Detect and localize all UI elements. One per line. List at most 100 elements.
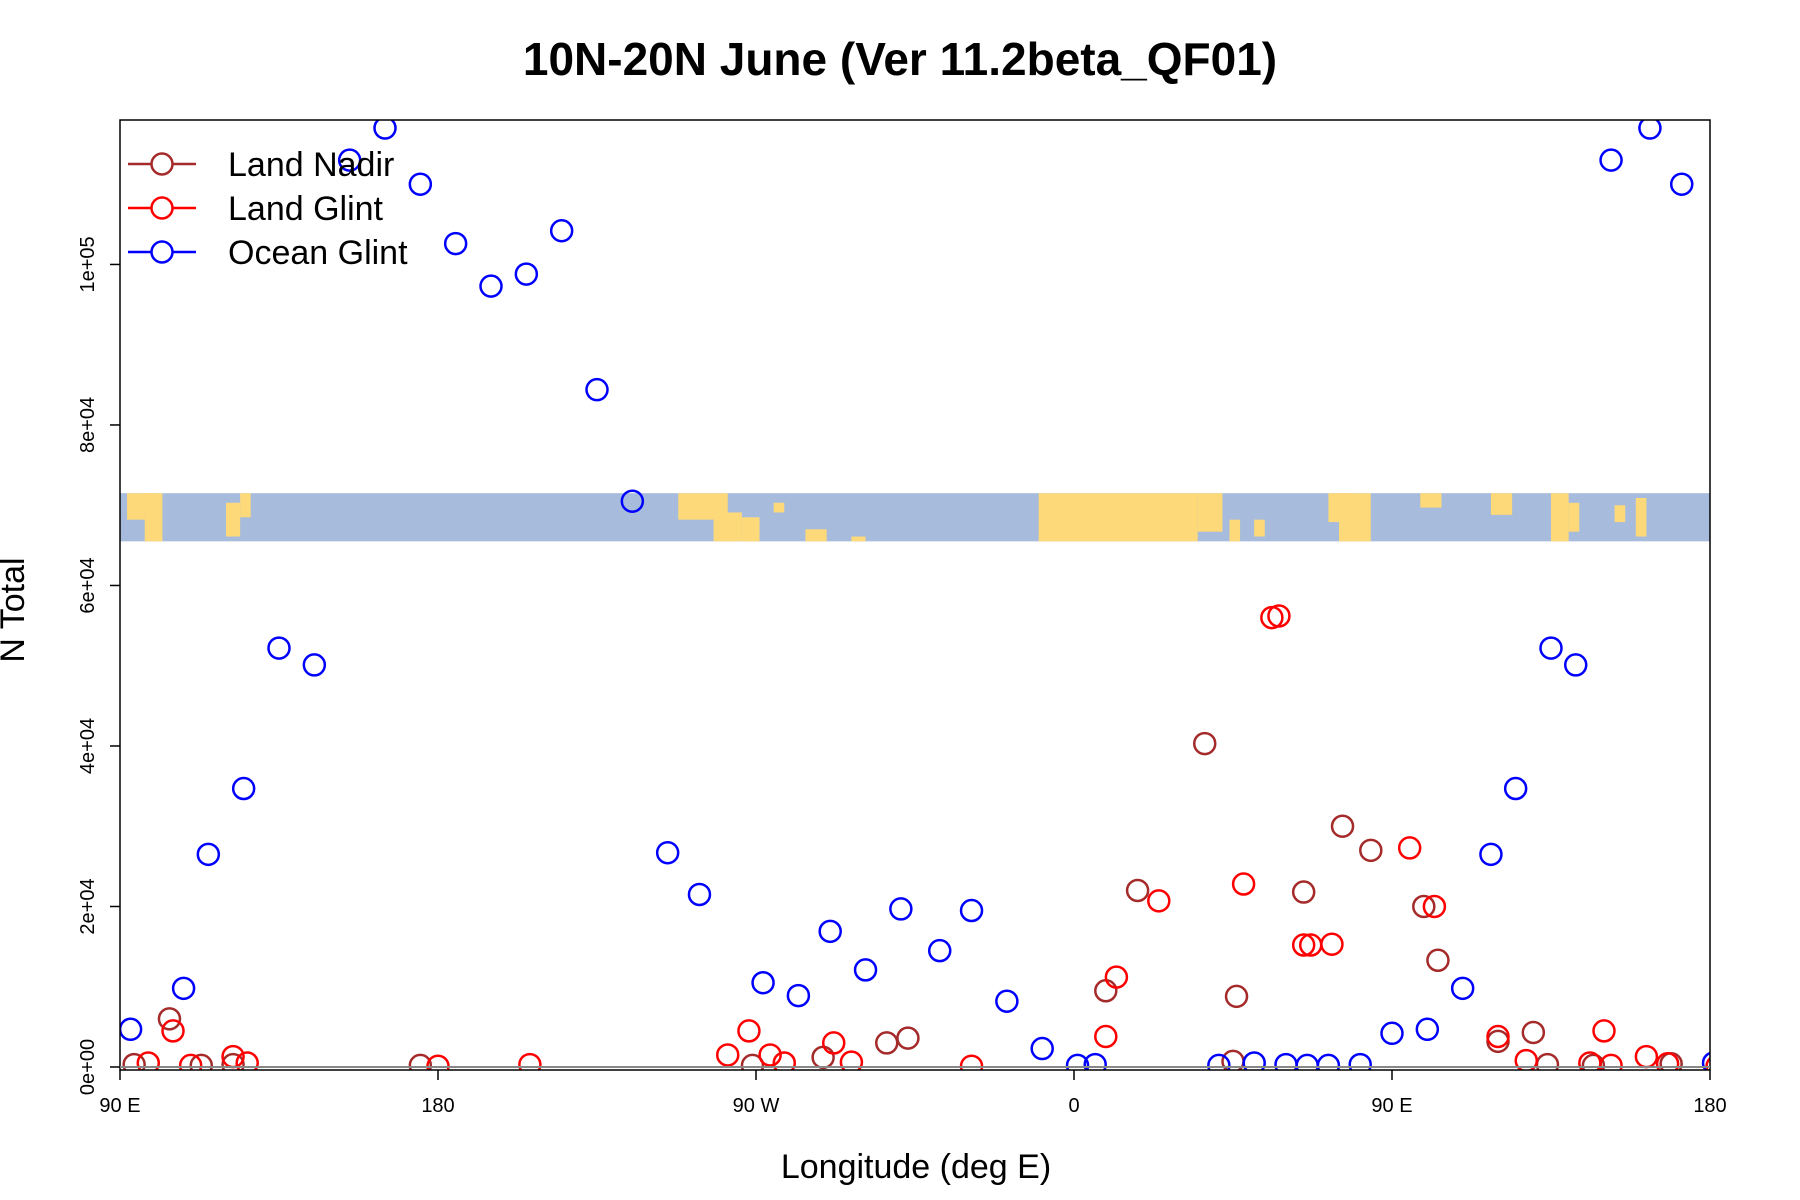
land-glint-point (161, 1019, 185, 1043)
land-glint-point (1514, 1048, 1539, 1070)
land-glint-point (1267, 604, 1291, 628)
map-ocean (120, 493, 1710, 542)
land-glint-point (1104, 965, 1129, 989)
land-glint-point (1147, 889, 1171, 913)
ocean-glint-point (196, 842, 221, 867)
land-nadir-point (896, 1026, 920, 1050)
x-tick-label: 180 (421, 1095, 454, 1117)
ocean-glint-point (927, 938, 952, 963)
land-nadir-point (157, 1007, 182, 1031)
land-nadir-legend-label: Land Nadir (228, 146, 394, 184)
land-glint-point (1397, 836, 1422, 860)
x-tick-label: 0 (1068, 1095, 1079, 1117)
ocean-glint-point (1295, 1053, 1319, 1070)
land-glint-point (1231, 872, 1256, 896)
map-land (741, 517, 760, 542)
ocean-glint-point (1380, 1021, 1404, 1046)
ocean-glint-point (1030, 1036, 1054, 1061)
land-glint-point (1599, 1053, 1623, 1070)
land-glint-point (772, 1051, 797, 1070)
land-nadir-point (811, 1045, 835, 1070)
ocean-glint-point (1348, 1052, 1372, 1070)
y-tick-label: 6e+04 (77, 557, 99, 613)
ocean-glint-point (1207, 1053, 1231, 1070)
ocean-glint-point (585, 377, 609, 402)
land-glint-point (737, 1019, 761, 1043)
x-axis-title: Longitude (deg E) (781, 1148, 1051, 1186)
land-glint-point (1291, 933, 1316, 957)
plot-marks (120, 120, 1710, 1070)
land-glint-legend-label: Land Glint (228, 190, 384, 228)
ocean-glint-point (549, 219, 574, 243)
land-nadir-point (189, 1053, 214, 1070)
land-glint-point (235, 1051, 259, 1070)
land-nadir-point (1221, 1049, 1245, 1070)
map-land (1339, 493, 1371, 542)
ocean-glint-point (1563, 653, 1588, 677)
y-tick-label: 8e+04 (77, 397, 99, 453)
ocean-glint-point (1599, 148, 1623, 172)
map-land (1254, 519, 1265, 537)
land-nadir-point (740, 1053, 765, 1070)
chart-title: 10N-20N June (Ver 11.2beta_QF01) (523, 33, 1277, 85)
map-land (713, 512, 742, 542)
ocean-glint-point (889, 897, 913, 921)
land-nadir-point (1094, 979, 1118, 1003)
land-glint-point (1655, 1052, 1680, 1070)
land-glint-point (1486, 1024, 1510, 1049)
ocean-glint-point (853, 958, 878, 982)
y-axis: 0e+00 2e+04 4e+04 6e+04 8e+04 1e+05 (77, 236, 120, 1095)
map-land (1568, 502, 1580, 532)
ocean-glint-point (1242, 1051, 1266, 1070)
ocean-glint-point (1669, 172, 1694, 196)
land-glint-point (821, 1031, 846, 1055)
ocean-glint-point (479, 274, 503, 298)
ocean-glint-point (337, 148, 362, 172)
world-map-strip (120, 493, 1710, 542)
ocean-glint-point (1274, 1052, 1298, 1070)
ocean-glint-point (373, 120, 397, 140)
x-tick-label: 90 E (99, 1095, 140, 1117)
ocean-glint-point (1065, 1053, 1090, 1070)
map-land (805, 529, 827, 542)
land-nadir-point (1192, 731, 1217, 756)
land-nadir-point (1535, 1052, 1560, 1070)
ocean-glint-point (1415, 1017, 1440, 1042)
y-tick-label: 0e+00 (77, 1039, 99, 1095)
land-nadir-point (1486, 1029, 1510, 1054)
land-glint-point (1422, 894, 1447, 919)
ocean-glint-point (231, 776, 256, 801)
ocean-glint-point (267, 636, 291, 660)
y-tick-label: 1e+05 (77, 236, 99, 292)
land-glint-legend-marker (150, 196, 174, 220)
ocean-glint-point (1539, 636, 1563, 660)
ocean-glint-point (408, 172, 433, 196)
x-axis: 90 E 180 90 W 0 90 E 180 (99, 1070, 1727, 1117)
ocean-glint-legend-marker (150, 240, 174, 264)
map-land (1614, 505, 1626, 523)
land-nadir-point (1330, 814, 1355, 838)
map-land (1229, 519, 1241, 542)
map-land (144, 493, 163, 542)
land-nadir-point (1359, 838, 1383, 863)
legend: Land Nadir Land Glint Ocean Glint (128, 146, 408, 272)
land-glint-point (839, 1050, 864, 1070)
land-nadir-point (1125, 878, 1150, 903)
map-land (851, 536, 866, 542)
map-land (1551, 493, 1569, 542)
land-glint-point (758, 1043, 782, 1067)
ocean-glint-point (1701, 1051, 1710, 1070)
ocean-glint-point (514, 262, 539, 286)
map-land (240, 493, 251, 518)
ocean-glint-point (1503, 776, 1528, 801)
ocean-glint-point (1083, 1052, 1107, 1070)
ocean-glint-point (1316, 1053, 1341, 1070)
ocean-glint-point (751, 970, 775, 995)
ocean-glint-point (171, 976, 196, 1001)
map-land (226, 502, 241, 537)
land-nadir-legend-marker (150, 152, 174, 176)
map-land (1197, 493, 1223, 532)
ocean-glint-point (443, 231, 468, 256)
x-tick-label: 180 (1693, 1095, 1726, 1117)
